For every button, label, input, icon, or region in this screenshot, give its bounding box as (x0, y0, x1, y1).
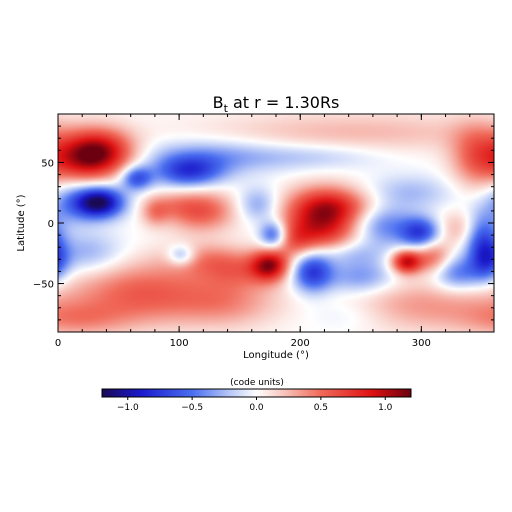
x-tick-label: 300 (412, 338, 431, 349)
chart-title: Bt at r = 1.30Rs (213, 93, 340, 115)
colorbar-ticks: −1.0 −0.5 0.0 0.5 1.0 (117, 397, 393, 413)
colorbar-tick-label: −0.5 (181, 403, 203, 413)
y-tick-label: 50 (41, 158, 54, 169)
y-tick-label: 0 (48, 219, 54, 230)
y-tick-label: −50 (33, 280, 54, 291)
y-axis-title: Latitude (°) (16, 194, 27, 251)
colorbar-tick-label: 0.5 (314, 403, 328, 413)
colorbar-tick-label: 0.0 (249, 403, 264, 413)
x-tick-label: 200 (291, 338, 310, 349)
heatmap-field (58, 114, 494, 332)
colorbar-label: (code units) (230, 378, 284, 388)
colorbar (101, 388, 412, 398)
x-tick-label: 100 (170, 338, 189, 349)
heatmap-plot (57, 113, 495, 333)
title-main: B (213, 93, 224, 112)
x-tick-label: 0 (55, 338, 61, 349)
colorbar-tick-label: 1.0 (378, 403, 393, 413)
axis-ticks: 0 100 200 300 −50 0 50 (33, 114, 494, 349)
title-rest: at r = 1.30Rs (228, 93, 339, 112)
colorbar-tick-label: −1.0 (117, 403, 139, 413)
title-subscript: t (224, 102, 229, 115)
x-axis-title: Longitude (°) (243, 350, 309, 361)
